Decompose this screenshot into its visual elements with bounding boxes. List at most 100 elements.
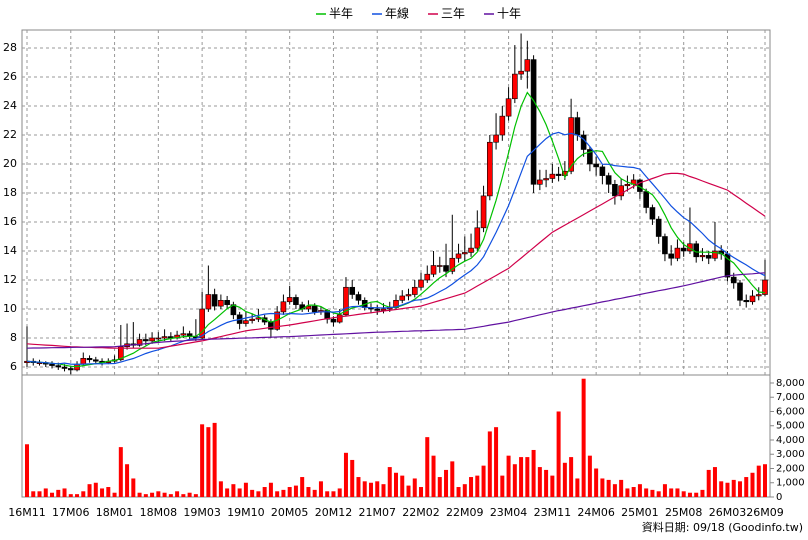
volume-bar xyxy=(268,482,273,497)
y2-tick-label: 2,000 xyxy=(776,463,805,474)
volume-bar xyxy=(706,469,711,497)
candle-body xyxy=(668,253,674,259)
volume-bar xyxy=(594,468,599,497)
candle-body xyxy=(199,308,205,339)
candle-body xyxy=(118,346,124,361)
volume-bar xyxy=(575,478,580,497)
volume-bar xyxy=(275,491,280,497)
x-tick-label: 18M01 xyxy=(96,506,134,519)
volume-bar xyxy=(50,492,55,497)
candle-body xyxy=(643,191,649,208)
volume-bar xyxy=(406,485,411,497)
volume-bar xyxy=(431,455,436,497)
volume-bar xyxy=(425,437,430,497)
volume-bar xyxy=(75,494,80,497)
candle-body xyxy=(355,294,362,301)
candle-body xyxy=(487,141,493,197)
candle-body xyxy=(568,117,574,172)
volume-bar xyxy=(625,488,630,497)
volume-bar xyxy=(212,422,217,497)
volume-bar xyxy=(412,478,417,497)
candle-body xyxy=(693,243,700,258)
candle-body xyxy=(155,337,162,340)
volume-bar xyxy=(318,481,323,497)
volume-bar xyxy=(187,492,192,497)
candle-body xyxy=(411,286,418,295)
volume-bar xyxy=(343,452,348,497)
x-tick-label: 21M07 xyxy=(358,506,396,519)
volume-bar xyxy=(168,494,173,497)
candle-body xyxy=(55,365,62,368)
volume-bar xyxy=(700,489,705,497)
volume-bar xyxy=(600,478,605,497)
legend-label: 三年 xyxy=(441,7,465,21)
volume-bar xyxy=(350,459,355,497)
candle-body xyxy=(743,300,750,303)
candle-body xyxy=(599,166,606,176)
candle-body xyxy=(205,294,212,310)
y-tick-label: 24 xyxy=(3,99,17,112)
volume-bar xyxy=(387,467,392,497)
y-tick-label: 26 xyxy=(3,70,17,83)
volume-bar xyxy=(237,488,242,497)
volume-bar xyxy=(550,475,555,497)
candle-body xyxy=(480,195,487,229)
x-tick-label: 22M09 xyxy=(446,506,484,519)
candle-body xyxy=(399,295,406,301)
volume-bar xyxy=(362,481,367,497)
volume-bar xyxy=(444,469,449,497)
candle-body xyxy=(605,175,612,185)
y2-tick-label: 1,000 xyxy=(776,478,805,489)
y-tick-label: 28 xyxy=(3,41,17,54)
candle-body xyxy=(649,207,656,220)
volume-bar xyxy=(675,488,680,497)
volume-bar xyxy=(725,482,730,497)
volume-bar xyxy=(519,457,524,497)
x-tick-label: 20M05 xyxy=(271,506,309,519)
volume-bar xyxy=(87,484,92,497)
volume-bar xyxy=(419,487,424,497)
volume-bar xyxy=(100,488,105,497)
candle-body xyxy=(730,276,737,284)
candle-body xyxy=(136,339,143,346)
y2-tick-label: 8,000 xyxy=(776,378,805,389)
ma-line xyxy=(26,131,766,366)
y-tick-label: 6 xyxy=(10,360,17,373)
candle-body xyxy=(612,184,618,197)
candle-body xyxy=(461,252,468,255)
volume-bar xyxy=(200,424,205,497)
candle-body xyxy=(624,184,631,187)
candle-body xyxy=(418,279,424,288)
candle-body xyxy=(530,59,537,185)
x-tick-label: 20M12 xyxy=(315,506,353,519)
x-tick-label: 17M06 xyxy=(52,506,90,519)
candle-body xyxy=(161,336,168,339)
x-tick-label: 18M08 xyxy=(140,506,178,519)
candle-body xyxy=(211,294,218,307)
volume-bar xyxy=(681,491,686,497)
candle-body xyxy=(405,294,412,297)
candle-body xyxy=(61,366,68,369)
volume-bar xyxy=(731,479,736,497)
y2-tick-label: 0 xyxy=(776,492,782,503)
candle-body xyxy=(349,286,356,295)
volume-bar xyxy=(506,455,511,497)
volume-bar xyxy=(337,488,342,497)
candle-body xyxy=(499,115,506,136)
volume-bar xyxy=(31,491,36,497)
ma-line xyxy=(26,172,766,349)
volume-bar xyxy=(606,479,611,497)
candle-body xyxy=(80,358,87,365)
volume-bar xyxy=(437,477,442,497)
candle-body xyxy=(512,73,518,100)
volume-bar xyxy=(150,492,155,497)
candle-body xyxy=(449,257,456,272)
candle-body xyxy=(518,70,524,75)
candle-body xyxy=(705,255,712,259)
volume-bar xyxy=(106,487,111,497)
candle-body xyxy=(537,179,543,185)
volume-bar xyxy=(562,462,567,497)
y-tick-label: 22 xyxy=(3,128,17,141)
candle-body xyxy=(618,185,624,197)
candle-body xyxy=(674,247,681,259)
